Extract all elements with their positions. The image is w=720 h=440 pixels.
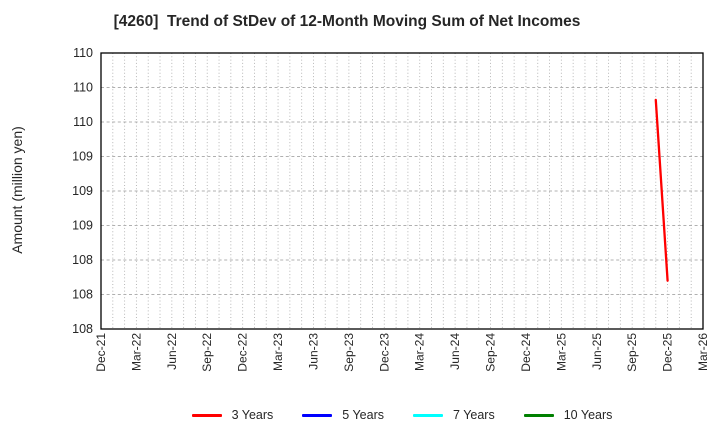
x-tick-label: Mar-26 <box>696 333 710 371</box>
legend-swatch <box>191 413 222 417</box>
y-tick-label: 108 <box>72 253 93 267</box>
x-tick-label: Dec-22 <box>236 333 250 372</box>
legend-label: 5 Years <box>342 408 385 422</box>
y-tick-label: 109 <box>72 219 93 233</box>
x-tick-label: Mar-24 <box>413 333 427 371</box>
legend-swatch <box>413 413 444 417</box>
x-tick-label: Mar-25 <box>554 333 568 371</box>
x-tick-label: Dec-25 <box>661 333 675 372</box>
x-tick-label: Dec-23 <box>377 333 391 372</box>
axis-frame <box>100 52 704 330</box>
y-tick-label: 110 <box>73 46 93 60</box>
x-tick-label: Jun-24 <box>448 333 462 370</box>
legend-item-10-years: 10 Years <box>523 408 613 422</box>
y-tick-label: 109 <box>72 150 93 164</box>
legend-label: 7 Years <box>453 408 495 422</box>
x-tick-label: Jun-23 <box>306 333 320 370</box>
y-tick-label: 108 <box>72 322 93 336</box>
x-tick-label: Sep-23 <box>342 333 356 372</box>
x-tick-label: Mar-23 <box>271 333 285 371</box>
legend-label: 10 Years <box>563 408 613 422</box>
x-tick-label: Dec-21 <box>94 333 108 372</box>
legend-label: 3 Years <box>231 408 274 422</box>
x-tick-label: Sep-22 <box>200 333 214 372</box>
x-tick-label: Dec-24 <box>519 333 533 372</box>
y-tick-label: 110 <box>73 81 93 95</box>
x-tick-label: Sep-24 <box>484 333 498 372</box>
legend: 3 Years 5 Years 7 Years 10 Years <box>101 404 703 426</box>
x-tick-label: Jun-22 <box>165 333 179 370</box>
x-tick-label: Mar-22 <box>129 333 143 371</box>
x-tick-label: Sep-25 <box>625 333 639 372</box>
legend-item-3-years: 3 Years <box>191 408 274 422</box>
y-tick-label: 108 <box>72 288 93 302</box>
y-tick-label: 109 <box>72 184 93 198</box>
legend-swatch <box>302 413 333 417</box>
x-tick-label: Jun-25 <box>590 333 604 370</box>
y-tick-label: 110 <box>73 115 93 129</box>
series-line-3-years <box>654 98 669 282</box>
legend-item-5-years: 5 Years <box>302 408 384 422</box>
legend-swatch <box>523 413 554 417</box>
legend-item-7-years: 7 Years <box>413 408 495 422</box>
chart-title: [4260] Trend of StDev of 12-Month Moving… <box>113 13 581 30</box>
